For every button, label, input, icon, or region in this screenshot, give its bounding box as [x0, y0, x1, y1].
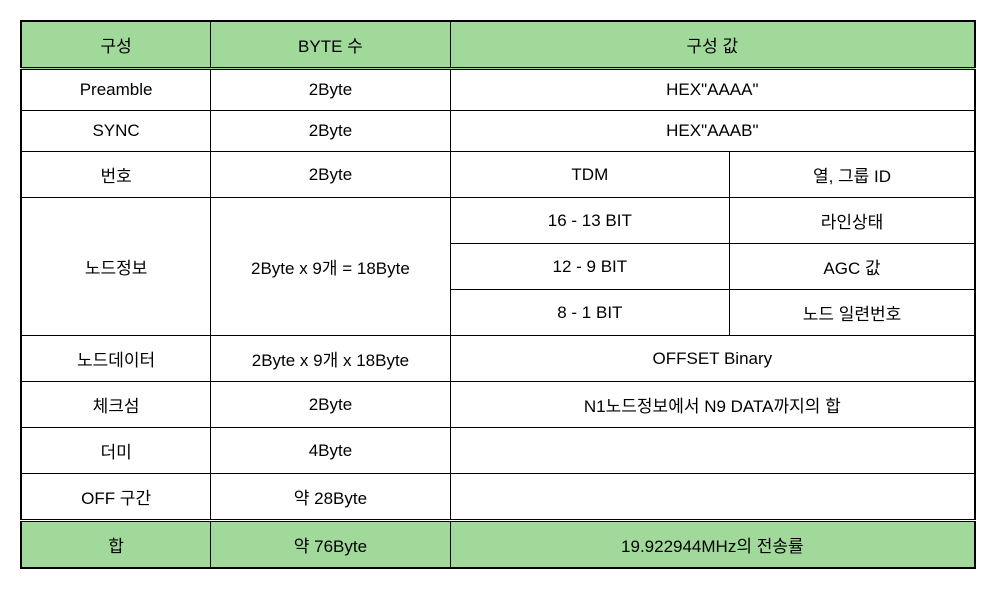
table-row: 노드데이터 2Byte x 9개 x 18Byte OFFSET Binary: [21, 336, 975, 382]
nodedata-bytes: 2Byte x 9개 x 18Byte: [211, 336, 450, 382]
header-col3: 구성 값: [450, 21, 975, 69]
header-col2: BYTE 수: [211, 21, 450, 69]
preamble-bytes: 2Byte: [211, 69, 450, 111]
footer-bytes: 약 76Byte: [211, 521, 450, 569]
table-row: 번호 2Byte TDM 열, 그룹 ID: [21, 152, 975, 198]
footer-name: 합: [21, 521, 211, 569]
dummy-name: 더미: [21, 428, 211, 474]
nodedata-name: 노드데이터: [21, 336, 211, 382]
checksum-value: N1노드정보에서 N9 DATA까지의 합: [450, 382, 975, 428]
nodeinfo-r1c4: 라인상태: [730, 198, 975, 244]
sync-value: HEX"AAAB": [450, 111, 975, 152]
off-bytes: 약 28Byte: [211, 474, 450, 521]
dummy-value: [450, 428, 975, 474]
table-footer-row: 합 약 76Byte 19.922944MHz의 전송률: [21, 521, 975, 569]
number-name: 번호: [21, 152, 211, 198]
footer-value: 19.922944MHz의 전송률: [450, 521, 975, 569]
table-row: 노드정보 2Byte x 9개 = 18Byte 16 - 13 BIT 라인상…: [21, 198, 975, 244]
nodeinfo-name: 노드정보: [21, 198, 211, 336]
off-value: [450, 474, 975, 521]
number-val3: TDM: [450, 152, 729, 198]
data-table: 구성 BYTE 수 구성 값 Preamble 2Byte HEX"AAAA" …: [20, 20, 976, 569]
checksum-name: 체크섬: [21, 382, 211, 428]
nodedata-value: OFFSET Binary: [450, 336, 975, 382]
nodeinfo-r3c3: 8 - 1 BIT: [450, 290, 729, 336]
number-bytes: 2Byte: [211, 152, 450, 198]
table-row: OFF 구간 약 28Byte: [21, 474, 975, 521]
checksum-bytes: 2Byte: [211, 382, 450, 428]
sync-bytes: 2Byte: [211, 111, 450, 152]
nodeinfo-r3c4: 노드 일련번호: [730, 290, 975, 336]
table-row: SYNC 2Byte HEX"AAAB": [21, 111, 975, 152]
nodeinfo-r2c3: 12 - 9 BIT: [450, 244, 729, 290]
nodeinfo-bytes: 2Byte x 9개 = 18Byte: [211, 198, 450, 336]
table-row: Preamble 2Byte HEX"AAAA": [21, 69, 975, 111]
preamble-value: HEX"AAAA": [450, 69, 975, 111]
nodeinfo-r2c4: AGC 값: [730, 244, 975, 290]
table-row: 더미 4Byte: [21, 428, 975, 474]
header-col1: 구성: [21, 21, 211, 69]
off-name: OFF 구간: [21, 474, 211, 521]
dummy-bytes: 4Byte: [211, 428, 450, 474]
preamble-name: Preamble: [21, 69, 211, 111]
table-row: 체크섬 2Byte N1노드정보에서 N9 DATA까지의 합: [21, 382, 975, 428]
number-val4: 열, 그룹 ID: [730, 152, 975, 198]
table-header-row: 구성 BYTE 수 구성 값: [21, 21, 975, 69]
sync-name: SYNC: [21, 111, 211, 152]
nodeinfo-r1c3: 16 - 13 BIT: [450, 198, 729, 244]
